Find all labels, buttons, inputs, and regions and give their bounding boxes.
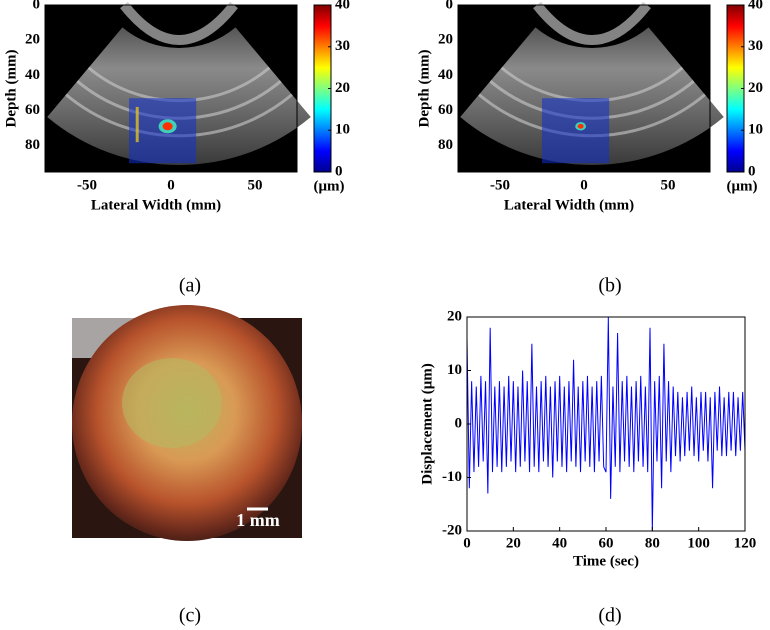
y-tick-label: 40 <box>438 67 453 83</box>
x-tick-label: -50 <box>490 177 510 193</box>
x-tick-label: 120 <box>734 535 757 551</box>
y-tick-label: 0 <box>455 415 463 431</box>
y-axis-label: Depth (mm) <box>3 50 19 128</box>
y-tick-label: 20 <box>447 308 462 324</box>
y-axis-label: Depth (mm) <box>416 50 432 128</box>
probe-arc <box>120 1 238 45</box>
x-axis-label: Lateral Width (mm) <box>504 197 634 213</box>
streak <box>135 106 139 143</box>
lesion <box>122 358 222 448</box>
caption: (a) <box>179 275 201 297</box>
probe-arc <box>533 1 651 45</box>
caption: (b) <box>598 275 621 297</box>
x-tick-label: 40 <box>552 535 567 551</box>
x-tick-label: 0 <box>580 177 588 193</box>
colorbar-tick-label: 10 <box>335 122 350 138</box>
hotspot <box>162 122 173 131</box>
x-tick-label: 60 <box>599 535 614 551</box>
overlay <box>542 98 610 164</box>
y-tick-label: 80 <box>25 137 40 153</box>
colorbar-label: (μm) <box>727 178 758 194</box>
ultrasound-sector <box>460 27 724 166</box>
colorbar-tick-label: 0 <box>748 163 756 179</box>
colorbar-label: (μm) <box>314 178 345 194</box>
x-tick-label: 0 <box>167 177 175 193</box>
colorbar-tick-label: 0 <box>335 163 343 179</box>
y-tick-label: 20 <box>438 32 453 48</box>
colorbar-tick-label: 20 <box>335 80 350 96</box>
x-axis-label: Time (sec) <box>573 553 639 569</box>
x-tick-label: 100 <box>687 535 710 551</box>
x-tick-label: 50 <box>248 177 263 193</box>
caption: (d) <box>598 605 621 627</box>
colorbar-tick-label: 40 <box>748 0 763 12</box>
y-tick-label: 80 <box>438 137 453 153</box>
axes-box <box>466 316 746 532</box>
y-tick-label: 40 <box>25 67 40 83</box>
axes-box <box>457 4 711 173</box>
y-tick-label: 0 <box>446 0 454 12</box>
axes-box <box>44 4 298 173</box>
y-tick-label: 0 <box>33 0 41 12</box>
colorbar-tick-label: 40 <box>335 0 350 12</box>
caption: (c) <box>179 605 201 627</box>
colorbar-tick-label: 30 <box>335 38 350 54</box>
x-axis-label: Lateral Width (mm) <box>91 197 221 213</box>
colorbar-tick-label: 20 <box>748 80 763 96</box>
y-tick-label: 60 <box>25 102 40 118</box>
x-tick-label: 0 <box>463 535 471 551</box>
y-tick-label: -10 <box>442 469 462 485</box>
scale-bar-label: 1 mm <box>236 510 280 530</box>
y-axis-label: Displacement (μm) <box>419 363 435 484</box>
x-tick-label: -50 <box>77 177 97 193</box>
x-tick-label: 80 <box>645 535 660 551</box>
x-tick-label: 50 <box>661 177 676 193</box>
x-tick-label: 20 <box>506 535 521 551</box>
ultrasound-sector <box>47 27 311 166</box>
y-tick-label: 20 <box>25 32 40 48</box>
colorbar-tick-label: 10 <box>748 122 763 138</box>
y-tick-label: 10 <box>447 362 462 378</box>
y-tick-label: 60 <box>438 102 453 118</box>
signal-line <box>466 316 746 532</box>
y-tick-label: -20 <box>442 522 462 538</box>
hotspot <box>577 123 584 129</box>
colorbar-tick-label: 30 <box>748 38 763 54</box>
